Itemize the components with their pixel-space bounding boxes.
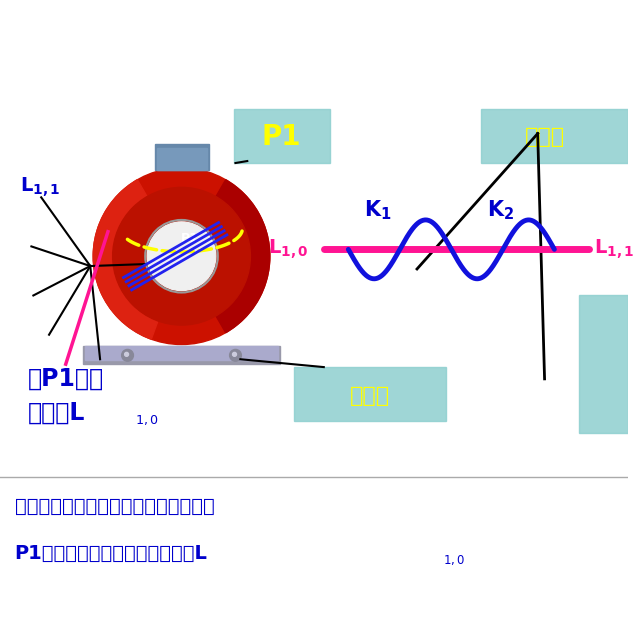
Bar — [579, 296, 628, 433]
Text: $\mathbf{L_{1,0}}$: $\mathbf{L_{1,0}}$ — [268, 237, 309, 261]
Text: $_{1,0}$: $_{1,0}$ — [444, 549, 466, 568]
Circle shape — [113, 188, 250, 325]
Text: $\mathbf{K_1}$: $\mathbf{K_1}$ — [364, 198, 392, 222]
Text: $\mathbf{L_{1,1}}$: $\mathbf{L_{1,1}}$ — [20, 176, 60, 199]
Circle shape — [93, 168, 270, 344]
Text: 从P1端穿: 从P1端穿 — [28, 367, 104, 391]
Circle shape — [122, 349, 134, 361]
Text: 二次测: 二次测 — [350, 385, 390, 406]
Text: 二次测: 二次测 — [525, 127, 565, 147]
Text: $_{1,0}$: $_{1,0}$ — [136, 409, 159, 427]
Bar — [83, 346, 280, 364]
Circle shape — [232, 353, 236, 356]
Text: $\mathbf{L_{1,1}}$: $\mathbf{L_{1,1}}$ — [594, 237, 634, 261]
Bar — [155, 145, 209, 170]
Text: P1端穿入的为一次测的头，即为L: P1端穿入的为一次测的头，即为L — [15, 544, 207, 563]
Bar — [234, 109, 330, 163]
Circle shape — [125, 353, 129, 356]
Bar — [481, 109, 628, 163]
Bar — [157, 148, 207, 170]
Text: 电流互感器的一次测中的头尾端判断：: 电流互感器的一次测中的头尾端判断： — [15, 497, 214, 516]
Circle shape — [147, 222, 216, 291]
Text: $\mathbf{K_2}$: $\mathbf{K_2}$ — [487, 198, 514, 222]
Text: P1: P1 — [262, 124, 301, 152]
Wedge shape — [182, 180, 270, 333]
Bar — [85, 346, 278, 360]
Bar — [294, 367, 447, 421]
Wedge shape — [93, 180, 182, 339]
Text: 入，为L: 入，为L — [28, 401, 85, 425]
Circle shape — [230, 349, 241, 361]
Text: P1: P1 — [180, 232, 198, 245]
